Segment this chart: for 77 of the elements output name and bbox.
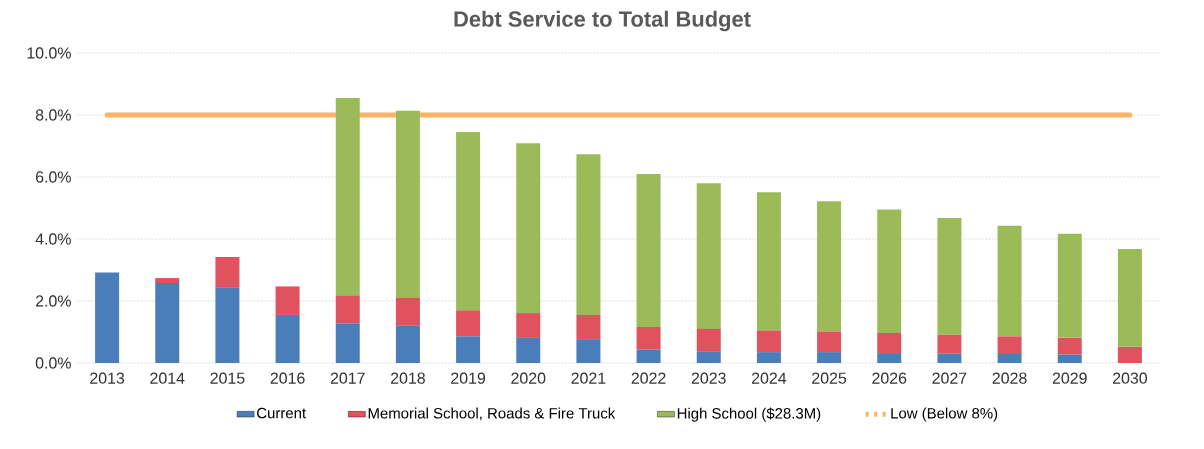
bar	[696, 183, 721, 329]
x-tick-label: 2025	[812, 372, 847, 384]
bar	[877, 209, 902, 333]
bar	[95, 272, 120, 363]
bar	[155, 278, 180, 283]
x-tick-label: 2029	[1052, 372, 1087, 384]
bar	[997, 336, 1022, 354]
bar	[335, 295, 360, 324]
bar	[997, 354, 1022, 363]
x-tick-label: 2015	[210, 372, 245, 384]
bar	[576, 154, 601, 315]
bar	[1057, 337, 1082, 355]
y-tick-label: 0.0%	[35, 357, 71, 369]
bar	[215, 256, 240, 288]
bar	[335, 323, 360, 363]
bar	[997, 225, 1022, 337]
y-tick-label: 8.0%	[35, 109, 71, 121]
bar	[1117, 346, 1142, 363]
x-tick-label: 2023	[691, 372, 726, 384]
bar	[516, 313, 541, 338]
x-tick-label: 2013	[90, 372, 125, 384]
x-tick-label: 2018	[390, 372, 425, 384]
bar	[756, 330, 781, 353]
bar	[817, 331, 842, 353]
bar	[576, 339, 601, 363]
legend-label: High School ($28.3M)	[677, 407, 821, 422]
bar	[335, 97, 360, 296]
bar	[516, 143, 541, 314]
y-tick-label: 10.0%	[27, 47, 71, 59]
x-tick-label: 2020	[511, 372, 546, 384]
x-tick-label: 2016	[270, 372, 305, 384]
bar	[636, 349, 661, 363]
x-tick-label: 2022	[631, 372, 666, 384]
bar	[1057, 354, 1082, 363]
x-tick-label: 2014	[150, 372, 185, 384]
x-tick-label: 2027	[932, 372, 967, 384]
bar	[275, 314, 300, 363]
bar	[275, 286, 300, 315]
bar	[636, 327, 661, 350]
bar	[817, 352, 842, 363]
x-tick-label: 2019	[451, 372, 486, 384]
x-tick-label: 2017	[330, 372, 365, 384]
x-tick-label: 2021	[571, 372, 606, 384]
bar	[395, 297, 420, 326]
bar	[696, 351, 721, 363]
bar	[877, 332, 902, 354]
bar	[636, 173, 661, 328]
bar	[215, 287, 240, 363]
bar	[456, 336, 481, 363]
bar	[937, 217, 962, 335]
bar	[456, 310, 481, 337]
bar	[576, 314, 601, 340]
x-tick-label: 2026	[872, 372, 907, 384]
y-tick-label: 4.0%	[35, 233, 71, 245]
bar	[395, 110, 420, 298]
bar	[696, 328, 721, 352]
bar	[756, 192, 781, 331]
bar	[817, 201, 842, 332]
bar	[456, 132, 481, 311]
bar	[155, 283, 180, 363]
chart-title: Debt Service to Total Budget	[454, 10, 751, 32]
legend-label: Memorial School, Roads & Fire Truck	[368, 407, 616, 421]
legend-label: Low (Below 8%)	[891, 407, 998, 422]
bar	[756, 352, 781, 363]
x-tick-label: 2028	[992, 372, 1027, 384]
bar	[1117, 248, 1142, 347]
bar	[937, 353, 962, 363]
bar	[1057, 233, 1082, 338]
legend-label: Current	[257, 407, 306, 419]
y-tick-label: 2.0%	[35, 295, 71, 307]
bar	[877, 353, 902, 363]
x-tick-label: 2030	[1112, 372, 1147, 384]
x-tick-label: 2024	[751, 372, 787, 384]
bar	[937, 334, 962, 354]
bar	[395, 325, 420, 363]
y-tick-label: 6.0%	[35, 171, 71, 183]
bar	[516, 337, 541, 363]
